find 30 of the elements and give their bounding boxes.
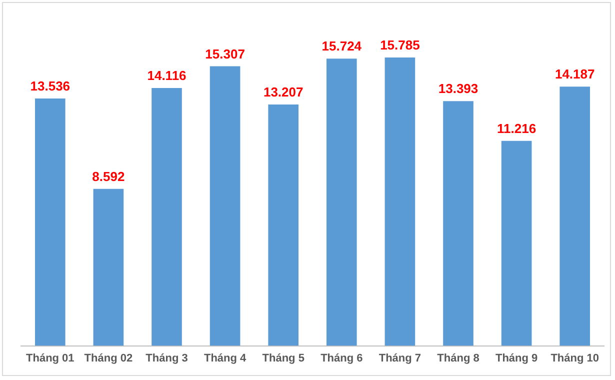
x-tick-label: Tháng 8 bbox=[437, 352, 480, 364]
data-label: 13.536 bbox=[30, 78, 70, 94]
data-label: 11.216 bbox=[497, 121, 536, 136]
bar bbox=[268, 104, 299, 346]
bar bbox=[384, 57, 416, 346]
data-label: 15.724 bbox=[322, 38, 362, 54]
data-label: 14.116 bbox=[147, 68, 186, 84]
bar bbox=[93, 188, 124, 346]
x-tick-label: Tháng 3 bbox=[146, 352, 188, 364]
data-label: 14.187 bbox=[554, 66, 595, 82]
bar bbox=[326, 58, 357, 346]
x-tick-label: Tháng 02 bbox=[84, 352, 133, 364]
bar bbox=[501, 140, 532, 346]
x-tick-label: Tháng 9 bbox=[495, 352, 538, 364]
x-tick-label: Tháng 4 bbox=[204, 352, 248, 364]
x-tick-label: Tháng 7 bbox=[378, 352, 422, 364]
bar bbox=[152, 88, 182, 346]
bar bbox=[210, 66, 240, 346]
data-label: 8.592 bbox=[92, 168, 125, 184]
data-label: 15.307 bbox=[205, 46, 245, 62]
bar bbox=[560, 86, 590, 346]
x-tick-label: Tháng 10 bbox=[550, 352, 599, 364]
x-tick-label: Tháng 6 bbox=[320, 352, 363, 364]
bar bbox=[34, 98, 66, 346]
data-label: 13.207 bbox=[263, 84, 304, 100]
bar bbox=[443, 101, 474, 346]
x-tick-label: Tháng 5 bbox=[262, 352, 304, 364]
data-label: 13.393 bbox=[438, 81, 478, 96]
data-label: 15.785 bbox=[380, 38, 420, 53]
x-tick-label: Tháng 01 bbox=[26, 352, 74, 364]
